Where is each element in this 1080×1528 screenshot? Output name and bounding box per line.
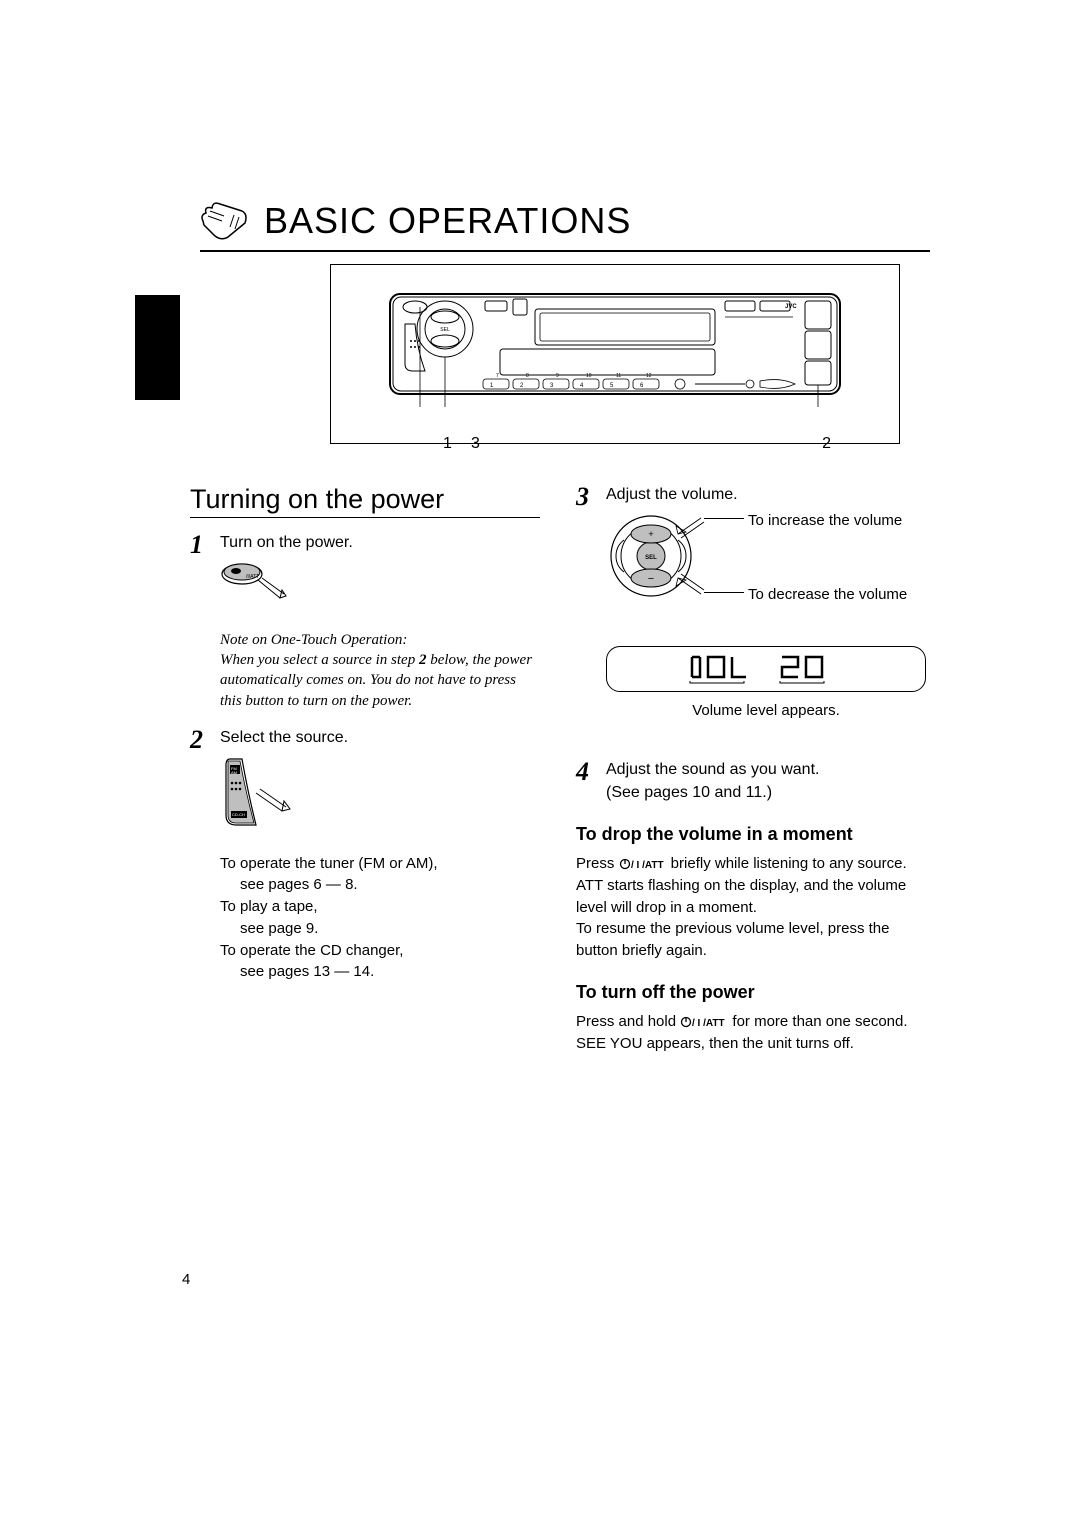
svg-text:−: − — [648, 573, 654, 585]
section-subtitle: Turning on the power — [190, 484, 540, 518]
svg-text:6: 6 — [640, 383, 644, 389]
volume-dial-icon: SEL + − — [606, 506, 716, 616]
sub-line-indent: see pages 6 — 8. — [220, 874, 540, 896]
drop-text-3: To resume the previous volume level, pre… — [576, 920, 889, 959]
off-text-2: for more than one second. — [728, 1013, 907, 1030]
off-text-1: Press and hold — [576, 1013, 680, 1030]
step4-line2: (See pages 10 and 11.) — [606, 782, 926, 804]
off-text-3: SEE YOU appears, then the unit turns off… — [576, 1035, 854, 1052]
svg-text:3: 3 — [550, 383, 554, 389]
step-number: 3 — [576, 484, 594, 743]
step-3: 3 Adjust the volume. SEL + − — [576, 484, 926, 743]
step-body: Adjust the volume. SEL + − — [606, 484, 926, 743]
step-number: 4 — [576, 759, 594, 804]
svg-text:SEL: SEL — [440, 327, 450, 333]
svg-text:/I/ATT: /I/ATT — [246, 574, 259, 580]
svg-text:9: 9 — [556, 373, 559, 379]
step-number: 2 — [190, 727, 208, 983]
increase-label: To increase the volume — [748, 510, 902, 531]
device-illustration: SEL JVC — [330, 264, 900, 444]
svg-text:5: 5 — [610, 383, 614, 389]
callout-2: 2 — [822, 435, 831, 453]
power-att-inline-icon: / I /ATT — [680, 1015, 728, 1029]
sub-line-indent: see pages 13 — 14. — [220, 961, 540, 983]
hand-icon — [200, 201, 250, 241]
leader-line — [704, 592, 744, 593]
step-body: Select the source. FM AM CD-CH — [220, 727, 540, 983]
page-content: BASIC OPERATIONS SEL — [0, 0, 1080, 1114]
svg-text:2: 2 — [520, 383, 524, 389]
callout-3: 3 — [471, 435, 480, 453]
turn-off-heading: To turn off the power — [576, 982, 926, 1003]
svg-text:12: 12 — [646, 373, 652, 379]
power-att-inline-icon: / I /ATT — [619, 857, 667, 871]
step-number: 1 — [190, 532, 208, 711]
step-body: Turn on the power. /I/ATT Note on One-To… — [220, 532, 540, 711]
content-columns: Turning on the power 1 Turn on the power… — [190, 484, 930, 1054]
note-body-1: When you select a source in step — [220, 652, 419, 668]
vol-caption: Volume level appears. — [606, 700, 926, 721]
step2-sub: To operate the tuner (FM or AM), see pag… — [220, 853, 540, 984]
sub-line: To play a tape, — [220, 896, 540, 918]
step-body: Adjust the sound as you want. (See pages… — [606, 759, 926, 804]
svg-text:1: 1 — [490, 383, 494, 389]
svg-text:4: 4 — [580, 383, 584, 389]
volume-dial-diagram: SEL + − — [606, 506, 926, 626]
drop-text-1: Press — [576, 855, 619, 872]
drop-volume-heading: To drop the volume in a moment — [576, 824, 926, 845]
svg-text:CD-CH: CD-CH — [232, 812, 245, 817]
step-2: 2 Select the source. FM AM CD-CH — [190, 727, 540, 983]
step-1: 1 Turn on the power. /I/ATT Note on One-… — [190, 532, 540, 711]
page-number: 4 — [182, 1271, 190, 1288]
step4-line1: Adjust the sound as you want. — [606, 759, 926, 781]
svg-text:7: 7 — [496, 373, 499, 379]
volume-display — [606, 646, 926, 692]
decrease-label: To decrease the volume — [748, 584, 907, 605]
leader-line — [704, 518, 744, 519]
source-button-icon: FM AM CD-CH — [220, 753, 305, 833]
car-stereo-svg: SEL JVC — [385, 289, 845, 419]
note-title: Note on One-Touch Operation: — [220, 632, 407, 648]
sub-line-indent: see page 9. — [220, 918, 540, 940]
svg-text:/ I /ATT: / I /ATT — [631, 860, 664, 871]
turn-off-para: Press and hold / I /ATT for more than on… — [576, 1011, 926, 1055]
step-4: 4 Adjust the sound as you want. (See pag… — [576, 759, 926, 804]
side-tab — [135, 295, 180, 400]
vol-display-svg — [686, 653, 846, 685]
svg-text:JVC: JVC — [785, 304, 797, 310]
callout-1: 1 — [443, 435, 452, 453]
note-block: Note on One-Touch Operation: When you se… — [220, 630, 540, 711]
step-text: Select the source. — [220, 727, 540, 749]
sub-line: To operate the CD changer, — [220, 940, 540, 962]
step-text: Turn on the power. — [220, 532, 540, 554]
drop-volume-para: Press / I /ATT briefly while listening t… — [576, 853, 926, 962]
right-column: 3 Adjust the volume. SEL + − — [576, 484, 926, 1054]
title-row: BASIC OPERATIONS — [200, 200, 930, 252]
svg-text:+: + — [648, 529, 653, 539]
page-title: BASIC OPERATIONS — [264, 200, 631, 242]
step-text: Adjust the volume. — [606, 484, 926, 506]
svg-text:8: 8 — [526, 373, 529, 379]
power-button-icon: /I/ATT — [220, 558, 295, 608]
svg-text:10: 10 — [586, 373, 592, 379]
svg-text:AM: AM — [231, 770, 237, 775]
left-column: Turning on the power 1 Turn on the power… — [190, 484, 540, 1054]
svg-text:/ I /ATT: / I /ATT — [692, 1018, 725, 1029]
sub-line: To operate the tuner (FM or AM), — [220, 853, 540, 875]
svg-text:SEL: SEL — [645, 555, 657, 561]
svg-text:11: 11 — [616, 373, 621, 379]
